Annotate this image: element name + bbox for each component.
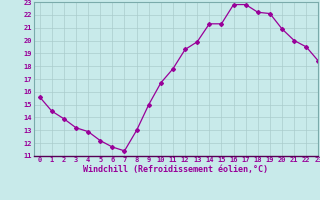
X-axis label: Windchill (Refroidissement éolien,°C): Windchill (Refroidissement éolien,°C) — [84, 165, 268, 174]
